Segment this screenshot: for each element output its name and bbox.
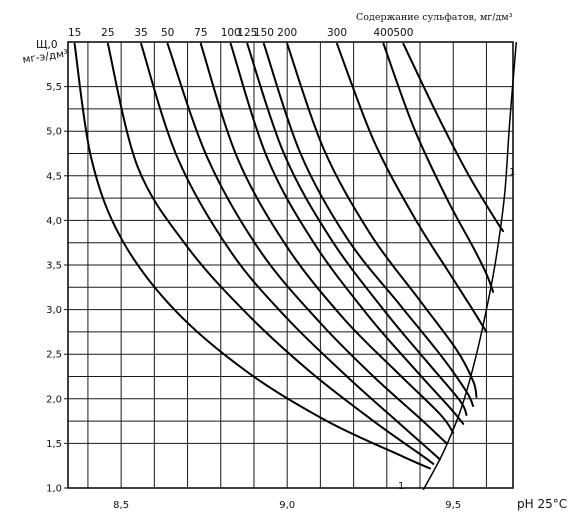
curve-sulfate-100 <box>229 42 465 425</box>
curve-sulfate-25 <box>106 42 435 465</box>
y-tick-label: 3,0 <box>46 305 62 316</box>
y-tick-label: 2,5 <box>46 350 62 361</box>
y-axis-label-line2: мг-э/дм³ <box>22 48 69 66</box>
curve-sulfate-75 <box>199 42 455 434</box>
x-axis-label: pH 25°C <box>517 497 567 511</box>
curve-sulfate-300 <box>336 42 488 333</box>
curve-sulfate-125 <box>246 42 468 416</box>
x-tick-label: 9,0 <box>279 500 295 511</box>
curve-sulfate-200 <box>286 42 478 398</box>
curve-sulfate-15 <box>73 42 431 470</box>
curve-label-50: 50 <box>161 27 174 39</box>
x-tick-label: 9,5 <box>445 500 461 511</box>
boundary-curve <box>422 41 518 491</box>
x-tick-label: 8,5 <box>113 500 129 511</box>
y-tick-label: 5,5 <box>46 82 62 93</box>
curve-label-100: 100 <box>221 27 241 39</box>
y-tick-label: 5,0 <box>46 127 62 138</box>
curve-label-150: 150 <box>254 27 274 39</box>
chart-title: Содержание сульфатов, мг/дм³ <box>356 12 513 23</box>
y-tick-label: 1,0 <box>46 484 62 495</box>
y-axis-label-line1: Щ,0 <box>36 39 58 51</box>
curve-sulfate-50 <box>166 42 448 445</box>
y-tick-label: 1,5 <box>46 439 62 450</box>
curve-sulfate-500 <box>402 42 504 233</box>
curve-label-75: 75 <box>194 27 207 39</box>
curves <box>73 42 504 470</box>
curve-label-15: 15 <box>68 27 81 39</box>
y-tick-label: 4,5 <box>46 171 62 182</box>
curve-label-300: 300 <box>327 27 347 39</box>
curve-label-500: 500 <box>393 27 413 39</box>
y-tick-label: 2,0 <box>46 394 62 405</box>
y-tick-label: 4,0 <box>46 216 62 227</box>
boundary-curve-layer <box>422 41 518 491</box>
curve-label-200: 200 <box>277 27 297 39</box>
annotation-right: 1 <box>509 167 515 178</box>
curve-sulfate-35 <box>140 42 441 461</box>
curve-label-125: 125 <box>237 27 257 39</box>
curve-label-400: 400 <box>373 27 393 39</box>
annotation-bottom: 1 <box>398 481 404 492</box>
curve-sulfate-400 <box>382 42 495 293</box>
curve-sulfate-150 <box>262 42 475 407</box>
curve-label-25: 25 <box>101 27 114 39</box>
y-tick-label: 3,5 <box>46 261 62 272</box>
curve-label-35: 35 <box>134 27 147 39</box>
